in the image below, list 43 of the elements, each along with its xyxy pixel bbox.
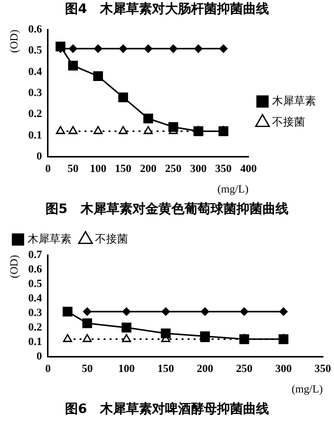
x-tick-label: 400 [240,163,258,176]
y-tick-label: 0.2 [28,321,42,334]
y-tick-label: 0.1 [28,336,42,348]
x-tick-label: 200 [140,163,157,176]
x-tick-label: 300 [190,163,208,176]
y-tick-label: 0.2 [28,108,42,120]
x-tick-label: 300 [275,363,292,376]
y-tick-label: 0.1 [28,129,42,142]
x-tick-label: 150 [114,163,132,176]
y-axis-title: (OD) [8,254,20,278]
x-tick-label: 350 [215,163,232,176]
y-tick-label: 0.5 [28,278,42,290]
x-tick-label: 0 [45,363,52,376]
x-axis-title: (mg/L) [217,183,249,196]
chart-title: 图4 木犀草素对大肠杆菌抑菌曲线 [64,0,270,19]
y-tick-label: 0.6 [28,23,42,36]
x-tick-label: 200 [196,363,214,376]
x-tick-label: 100 [118,363,136,376]
x-tick-label: 100 [90,163,107,176]
y-tick-label: 0.7 [28,248,42,261]
x-tick-label: 50 [82,363,94,376]
legend-label: 木犀草素 [272,94,316,108]
x-tick-label: 250 [236,363,253,376]
legend-label: 不接菌 [95,232,128,246]
x-tick-label: 0 [45,163,52,176]
x-tick-label: 250 [165,163,182,176]
y-tick-label: 0 [36,350,42,362]
y-tick-label: 0.5 [28,44,42,57]
caption: 图6 木犀草素对啤酒酵母抑菌曲线 [64,400,270,419]
legend-label: 木犀草素 [28,232,72,246]
y-tick-label: 0.6 [28,263,42,276]
legend-label: 不接菌 [272,116,305,129]
x-tick-label: 50 [68,163,80,176]
chart-title: 图5 木犀草素对金黄色葡萄球菌抑菌曲线 [44,200,290,219]
y-tick-label: 0.3 [28,306,42,319]
y-tick-label: 0.4 [28,292,42,304]
y-tick-label: 0.3 [28,86,42,99]
y-tick-label: 0 [36,150,42,162]
x-axis-title: (mg/L) [292,383,324,396]
x-tick-label: 150 [157,363,174,376]
y-axis-title: (OD) [8,29,20,53]
y-tick-label: 0.4 [28,66,42,78]
x-tick-label: 350 [314,363,332,376]
